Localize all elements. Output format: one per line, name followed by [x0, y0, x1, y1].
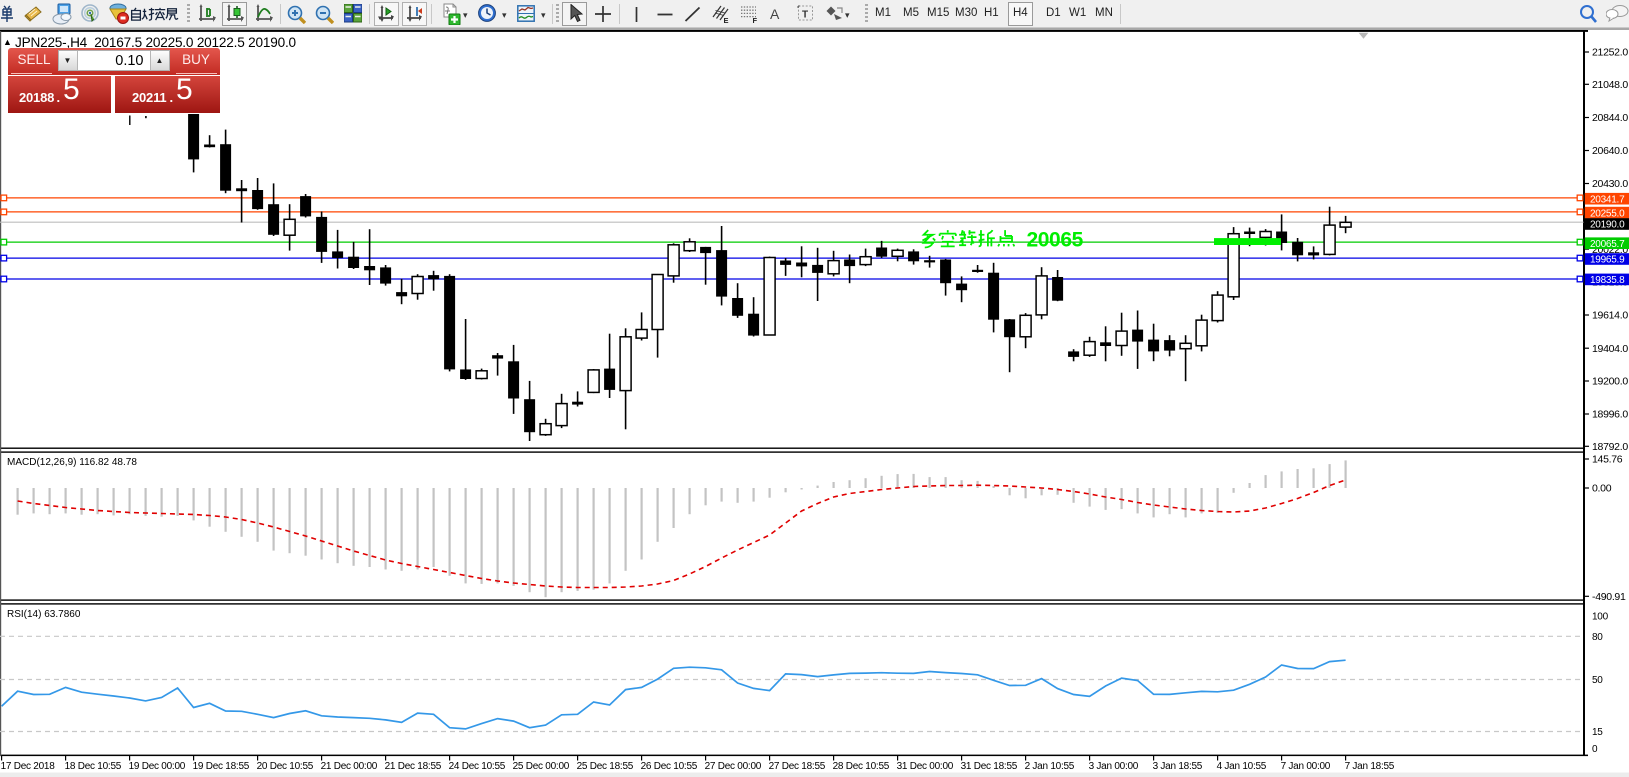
svg-text:3 Jan 00:00: 3 Jan 00:00	[1089, 761, 1139, 772]
svg-text:0.00: 0.00	[1592, 483, 1612, 495]
svg-text:7 Jan 00:00: 7 Jan 00:00	[1281, 761, 1331, 772]
svg-text:18 Dec 10:55: 18 Dec 10:55	[65, 761, 122, 772]
svg-text:T: T	[802, 10, 808, 21]
svg-text:F: F	[753, 16, 758, 24]
svg-text:20341.7: 20341.7	[1590, 194, 1625, 205]
svg-text:21048.0: 21048.0	[1592, 79, 1628, 91]
svg-text:4 Jan 10:55: 4 Jan 10:55	[1217, 761, 1267, 772]
svg-text:20190.0: 20190.0	[1590, 220, 1625, 231]
svg-text:50: 50	[1592, 675, 1603, 686]
svg-text:31 Dec 00:00: 31 Dec 00:00	[897, 761, 954, 772]
svg-text:100: 100	[1592, 612, 1609, 623]
svg-text:19835.8: 19835.8	[1590, 275, 1625, 286]
svg-text:19200.0: 19200.0	[1592, 376, 1628, 388]
svg-text:80: 80	[1592, 632, 1603, 643]
svg-text:25 Dec 18:55: 25 Dec 18:55	[577, 761, 634, 772]
svg-text:17 Dec 2018: 17 Dec 2018	[1, 761, 56, 772]
svg-text:21 Dec 18:55: 21 Dec 18:55	[385, 761, 442, 772]
svg-text:24 Dec 10:55: 24 Dec 10:55	[449, 761, 506, 772]
svg-text:E: E	[724, 16, 729, 24]
svg-text:31 Dec 18:55: 31 Dec 18:55	[961, 761, 1018, 772]
svg-text:7 Jan 18:55: 7 Jan 18:55	[1345, 761, 1395, 772]
svg-text:3 Jan 18:55: 3 Jan 18:55	[1153, 761, 1203, 772]
svg-text:28 Dec 10:55: 28 Dec 10:55	[833, 761, 890, 772]
svg-text:19404.0: 19404.0	[1592, 343, 1628, 355]
svg-text:19965.9: 19965.9	[1590, 255, 1625, 266]
svg-text:MACD(12,26,9) 116.82 48.78: MACD(12,26,9) 116.82 48.78	[7, 457, 137, 468]
svg-text:20430.0: 20430.0	[1592, 178, 1628, 190]
svg-text:20640.0: 20640.0	[1592, 145, 1628, 157]
svg-text:145.76: 145.76	[1592, 454, 1623, 466]
svg-text:20844.0: 20844.0	[1592, 112, 1628, 124]
svg-text:27 Dec 18:55: 27 Dec 18:55	[769, 761, 826, 772]
svg-text:21252.0: 21252.0	[1592, 47, 1628, 59]
svg-text:20065.7: 20065.7	[1590, 239, 1625, 250]
svg-text:27 Dec 00:00: 27 Dec 00:00	[705, 761, 762, 772]
svg-text:26 Dec 10:55: 26 Dec 10:55	[641, 761, 698, 772]
svg-text:15: 15	[1592, 727, 1603, 738]
svg-text:20255.0: 20255.0	[1590, 208, 1625, 219]
svg-text:19 Dec 18:55: 19 Dec 18:55	[193, 761, 250, 772]
svg-text:0: 0	[1592, 744, 1598, 755]
svg-text:21 Dec 00:00: 21 Dec 00:00	[321, 761, 378, 772]
svg-text:20 Dec 10:55: 20 Dec 10:55	[257, 761, 314, 772]
svg-text:20065: 20065	[1027, 229, 1084, 252]
svg-text:-490.91: -490.91	[1592, 591, 1626, 603]
svg-text:19 Dec 00:00: 19 Dec 00:00	[129, 761, 186, 772]
svg-text:2 Jan 10:55: 2 Jan 10:55	[1025, 761, 1075, 772]
svg-text:RSI(14) 63.7860: RSI(14) 63.7860	[7, 609, 81, 620]
svg-text:25 Dec 00:00: 25 Dec 00:00	[513, 761, 570, 772]
svg-text:19614.0: 19614.0	[1592, 310, 1628, 322]
svg-text:18792.0: 18792.0	[1592, 441, 1628, 453]
svg-text:18996.0: 18996.0	[1592, 409, 1628, 421]
